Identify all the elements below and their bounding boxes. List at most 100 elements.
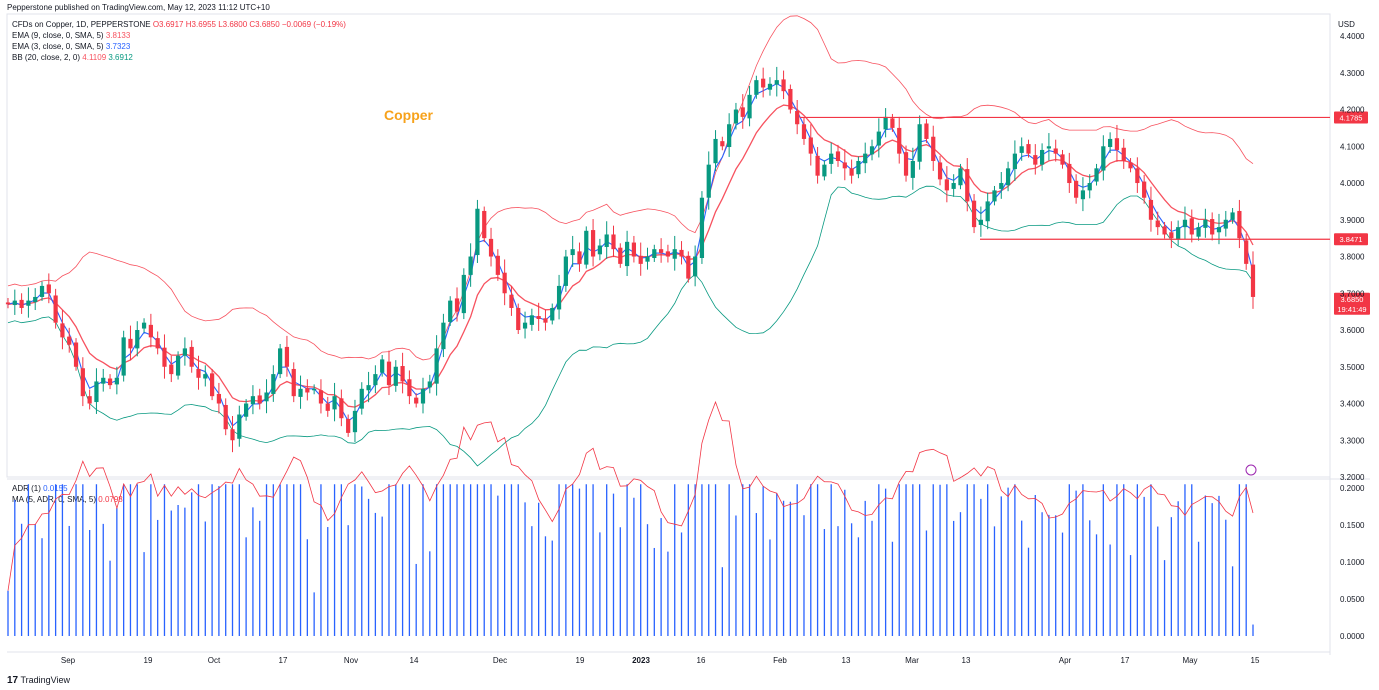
candle-body (94, 381, 99, 403)
candle-body (434, 348, 439, 384)
symbol-legend[interactable]: CFDs on Copper, 1D, PEPPERSTONE O3.6917 … (12, 20, 346, 29)
candle-body (529, 315, 534, 325)
ema9-legend[interactable]: EMA (9, close, 0, SMA, 5) 3.8133 (12, 31, 130, 40)
candle-body (1142, 181, 1147, 198)
candle-body (1244, 240, 1249, 264)
candle-body (965, 169, 970, 202)
tradingview-footer[interactable]: 17 TradingView (7, 675, 70, 686)
price-tick-label: 4.4000 (1340, 32, 1365, 41)
candle-body (332, 396, 337, 410)
candle-body (1114, 138, 1120, 150)
candle-body (1182, 219, 1188, 228)
candle-body (1121, 147, 1126, 161)
candle-body (951, 183, 956, 189)
candle-body (536, 316, 541, 319)
candle-body (1189, 218, 1194, 235)
candle-body (346, 418, 351, 433)
candle-body (454, 298, 460, 312)
candle-body (468, 256, 473, 275)
time-tick-label: 14 (410, 656, 419, 665)
last-price-tag (1334, 292, 1370, 315)
candle-body (250, 396, 256, 405)
candle-body (60, 323, 65, 338)
candle-body (33, 296, 38, 303)
time-tick-label: Feb (773, 656, 787, 665)
candle-body (1176, 227, 1181, 240)
bb-upper-line (7, 15, 1254, 361)
candle-body (727, 124, 732, 148)
candle-body (87, 396, 92, 404)
candle-body (26, 300, 31, 306)
adr-tick-label: 0.1500 (1340, 521, 1365, 530)
level-label-bg (1334, 233, 1368, 246)
candle-body (944, 179, 949, 191)
candle-body (5, 302, 11, 305)
level-label: 4.1785 (1340, 113, 1363, 122)
candle-body (305, 388, 310, 393)
candle-body (1216, 227, 1222, 233)
bb-label: BB (20, close, 2, 0) (12, 53, 81, 62)
price-tick-label: 3.2000 (1340, 473, 1365, 482)
candle-body (971, 200, 977, 228)
candle-body (1053, 148, 1058, 154)
time-tick-label: 17 (1121, 656, 1130, 665)
candle-body (141, 322, 147, 329)
candle-body (482, 210, 487, 239)
price-tick-label: 3.8000 (1340, 253, 1365, 262)
candle-body (1162, 226, 1167, 235)
time-tick-label: Dec (493, 656, 507, 665)
time-tick-label: Oct (208, 656, 221, 665)
candle-body (366, 385, 371, 391)
candle-body (788, 88, 793, 110)
ema3-line (7, 83, 1254, 427)
candle-body (883, 116, 888, 130)
candle-body (693, 256, 698, 277)
candle-body (835, 151, 841, 161)
candle-body (522, 322, 528, 329)
price-tick-label: 4.3000 (1340, 69, 1365, 78)
candle-body (767, 83, 773, 90)
candle-body (720, 141, 725, 147)
candle-body (679, 249, 684, 257)
candle-body (12, 300, 17, 306)
ma-value: 0.0798 (98, 495, 123, 504)
candle-body (584, 230, 589, 265)
candle-body (958, 168, 963, 186)
candle-body (910, 160, 915, 178)
candle-body (1101, 146, 1106, 171)
ema9-value: 3.8133 (105, 31, 131, 40)
candle-body (665, 251, 671, 257)
candle-body (706, 164, 711, 198)
ema3-legend[interactable]: EMA (3, close, 0, SMA, 5) 3.7323 (12, 42, 130, 51)
candle-body (264, 392, 269, 402)
candle-body (380, 359, 385, 373)
lightning-icon (1245, 464, 1257, 476)
candle-body (856, 160, 861, 175)
adr-pane (7, 400, 1254, 636)
candle-body (373, 374, 378, 386)
price-tick-label: 4.1000 (1340, 142, 1365, 151)
bb-legend[interactable]: BB (20, close, 2, 0) 4.1109 3.6912 (12, 53, 133, 62)
candle-body (890, 118, 895, 128)
candle-body (842, 162, 847, 169)
candle-body (590, 230, 596, 257)
ma-legend[interactable]: MA (5, ADR, 0, SMA, 5) 0.0798 (12, 495, 123, 504)
published-header: Pepperstone published on TradingView.com… (7, 3, 270, 12)
price-tick-label: 3.4000 (1340, 400, 1365, 409)
candle-body (1074, 180, 1079, 198)
ema3-label: EMA (3, close, 0, SMA, 5) (12, 42, 104, 51)
currency-label: USD (1338, 20, 1355, 29)
time-tick-label: Mar (905, 656, 919, 665)
candle-body (931, 136, 936, 161)
candle-body (822, 164, 827, 177)
last-price-label: 3.6850 (1341, 295, 1364, 304)
candle-body (1087, 183, 1092, 191)
candle-body (461, 274, 466, 314)
time-tick-label: Apr (1059, 656, 1072, 665)
candle-body (604, 234, 609, 247)
candle-body (271, 374, 276, 394)
candle-body (1128, 162, 1133, 169)
adr-tick-label: 0.0500 (1340, 595, 1365, 604)
